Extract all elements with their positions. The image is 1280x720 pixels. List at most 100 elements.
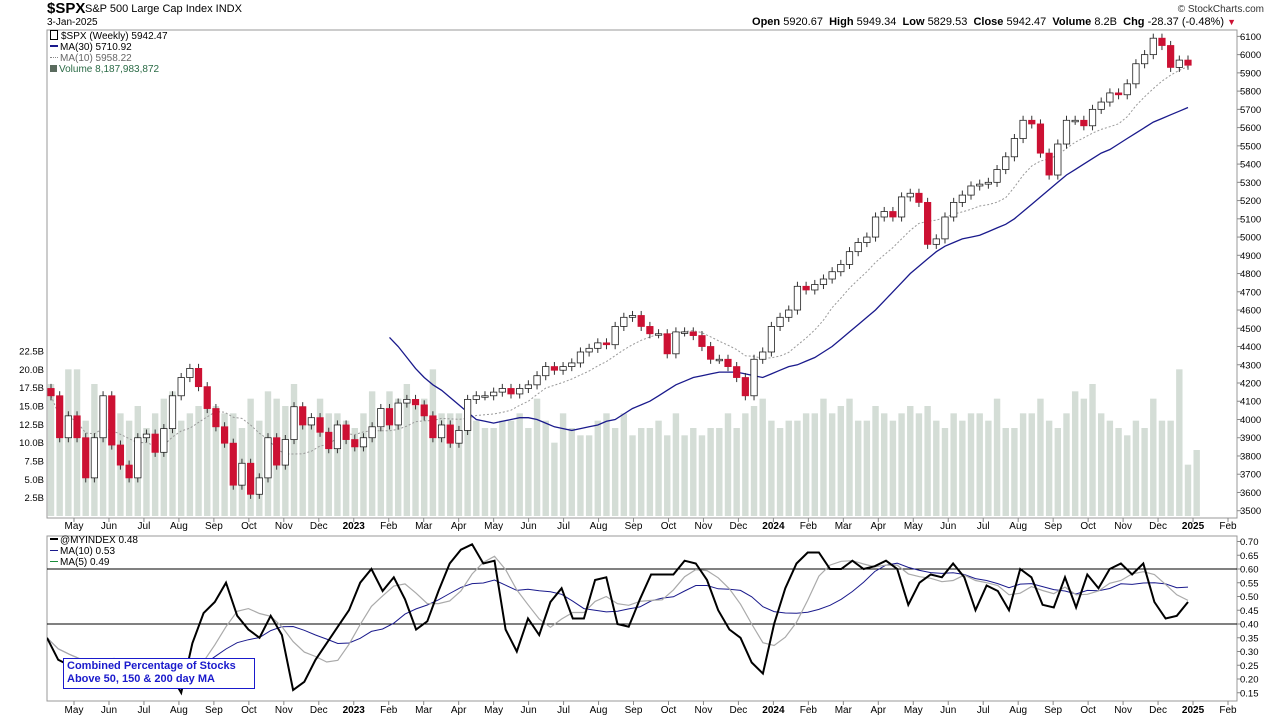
candle-up: [1106, 92, 1114, 103]
candle-down: [698, 335, 706, 347]
candle-down: [741, 377, 749, 397]
indicator-y-tick-label: 0.25: [1240, 661, 1259, 672]
volume-bar: [854, 420, 862, 516]
candle-up: [1088, 108, 1097, 127]
volume-bar: [585, 435, 593, 516]
price-y-tick-label: 3800: [1240, 451, 1261, 462]
price-y-tick-label: 4600: [1240, 306, 1261, 317]
candle-up: [976, 183, 984, 187]
candle-up: [281, 439, 289, 466]
low-label: Low: [902, 16, 925, 28]
candle-down: [915, 192, 923, 203]
volume-bar: [1037, 398, 1044, 516]
volume-bar: [256, 420, 263, 516]
candle-up: [368, 426, 376, 439]
volume-bar: [47, 384, 55, 516]
volume-bar: [533, 398, 541, 516]
candle-down: [212, 408, 220, 428]
volume-bar: [637, 428, 645, 516]
volume-bar: [169, 391, 176, 516]
volume-bar: [811, 413, 818, 516]
open-label: Open: [752, 16, 781, 28]
indicator-x-tick-label: 2024: [762, 705, 785, 716]
volume-bar: [108, 413, 115, 516]
volume-bar: [290, 384, 298, 516]
candle-up: [90, 437, 98, 479]
volume-y-tick-label: 12.5B: [19, 420, 44, 431]
volume-bar: [776, 428, 784, 516]
legend-myindex: @MYINDEX 0.48: [50, 535, 138, 546]
volume-bar: [56, 398, 63, 516]
price-x-tick-label: Jul: [557, 521, 570, 532]
candle-up: [359, 437, 368, 448]
volume-bar: [516, 413, 523, 516]
volume-bar: [707, 428, 714, 516]
candle-up: [993, 169, 1001, 183]
indicator-y-tick-label: 0.50: [1240, 592, 1259, 603]
indicator-x-tick-label: Apr: [871, 705, 887, 716]
volume-bar: [664, 435, 671, 516]
candle-up: [715, 358, 723, 362]
chg-value: -28.37 (-0.48%): [1147, 16, 1225, 28]
volume-bar: [447, 413, 454, 516]
volume-bar: [1028, 413, 1035, 516]
volume-bar: [308, 420, 315, 516]
indicator-x-tick-label: Jun: [521, 705, 537, 716]
candle-up: [906, 192, 914, 198]
volume-bar: [672, 413, 680, 516]
volume-bar: [1089, 384, 1096, 516]
volume-bar: [507, 420, 515, 516]
candle-down: [351, 439, 359, 448]
candle-up: [516, 388, 524, 395]
close-label: Close: [973, 16, 1004, 28]
indicator-x-tick-label: Jun: [101, 705, 117, 716]
candle-down: [411, 399, 420, 406]
high-label: High: [829, 16, 854, 28]
candle-up: [255, 477, 263, 495]
volume-bar: [655, 420, 662, 516]
candle-up: [1002, 156, 1010, 170]
candle-down: [342, 424, 350, 440]
volume-bar: [907, 406, 914, 516]
price-y-tick-label: 6000: [1240, 50, 1261, 61]
indicator-ma5-line: [47, 555, 1189, 675]
candle-up: [142, 433, 151, 439]
legend-ma30: MA(30) 5710.92: [50, 42, 168, 53]
candle-down: [108, 395, 116, 446]
price-x-tick-label: Mar: [415, 521, 433, 532]
volume-y-tick-label: 17.5B: [19, 383, 44, 394]
candle-down: [1080, 119, 1088, 127]
indicator-x-tick-label: Nov: [275, 705, 293, 716]
candle-down: [220, 426, 229, 444]
candle-up: [941, 216, 949, 240]
candle-up: [1132, 63, 1140, 85]
volume-bar: [73, 369, 81, 516]
price-x-tick-label: May: [65, 521, 84, 532]
credit-link[interactable]: © StockCharts.com: [1177, 4, 1264, 15]
candle-down: [247, 462, 255, 495]
candle-down: [73, 415, 81, 439]
volume-bar: [525, 428, 532, 516]
volume-bar: [1176, 369, 1183, 516]
indicator-description-box: Combined Percentage of Stocks Above 50, …: [63, 658, 255, 689]
indicator-x-tick-label: 2025: [1182, 705, 1205, 716]
high-value: 5949.34: [856, 16, 897, 28]
indicator-x-tick-label: Aug: [170, 705, 188, 716]
price-x-tick-label: May: [904, 521, 923, 532]
price-y-tick-label: 4100: [1240, 397, 1261, 408]
indicator-x-tick-label: Nov: [695, 705, 713, 716]
volume-bar: [959, 420, 966, 516]
candle-up: [168, 395, 177, 430]
volume-bar: [1132, 420, 1140, 516]
volume-bar: [542, 420, 549, 516]
indicator-y-tick-label: 0.35: [1240, 633, 1259, 644]
volume-bar: [316, 398, 324, 516]
volume-bar: [802, 413, 810, 516]
symbol-title: $SPX: [47, 0, 86, 17]
candle-up: [542, 366, 550, 377]
candle-down: [889, 211, 897, 218]
volume-bar: [681, 435, 688, 516]
indicator-x-tick-label: Aug: [1009, 705, 1027, 716]
candle-down: [273, 437, 281, 466]
candle-up: [750, 358, 758, 397]
